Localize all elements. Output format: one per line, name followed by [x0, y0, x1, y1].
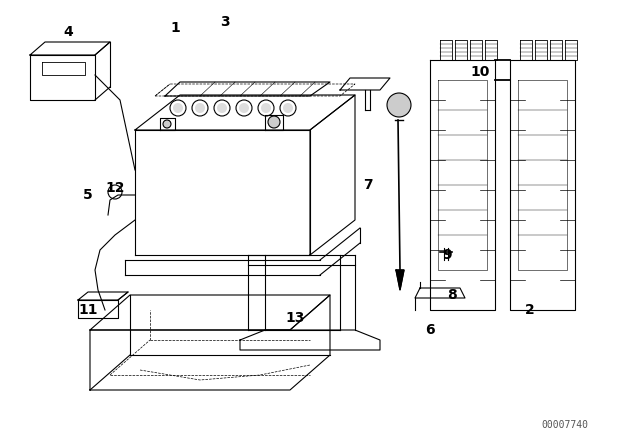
Text: 5: 5	[83, 188, 93, 202]
Text: 12: 12	[105, 181, 125, 195]
Text: 00007740: 00007740	[541, 420, 589, 430]
Text: 9: 9	[442, 248, 452, 262]
Text: 1: 1	[170, 21, 180, 35]
Circle shape	[268, 116, 280, 128]
Text: 13: 13	[285, 311, 305, 325]
Text: 8: 8	[447, 288, 457, 302]
Text: 2: 2	[525, 303, 535, 317]
Circle shape	[173, 103, 183, 113]
Text: 3: 3	[220, 15, 230, 29]
Circle shape	[239, 103, 249, 113]
Text: 7: 7	[363, 178, 373, 192]
Text: 6: 6	[425, 323, 435, 337]
Text: 4: 4	[63, 25, 73, 39]
Circle shape	[261, 103, 271, 113]
Circle shape	[195, 103, 205, 113]
Polygon shape	[396, 270, 404, 290]
Text: 10: 10	[470, 65, 490, 79]
Circle shape	[387, 93, 411, 117]
Circle shape	[283, 103, 293, 113]
Circle shape	[163, 120, 171, 128]
Text: 11: 11	[78, 303, 98, 317]
Circle shape	[217, 103, 227, 113]
